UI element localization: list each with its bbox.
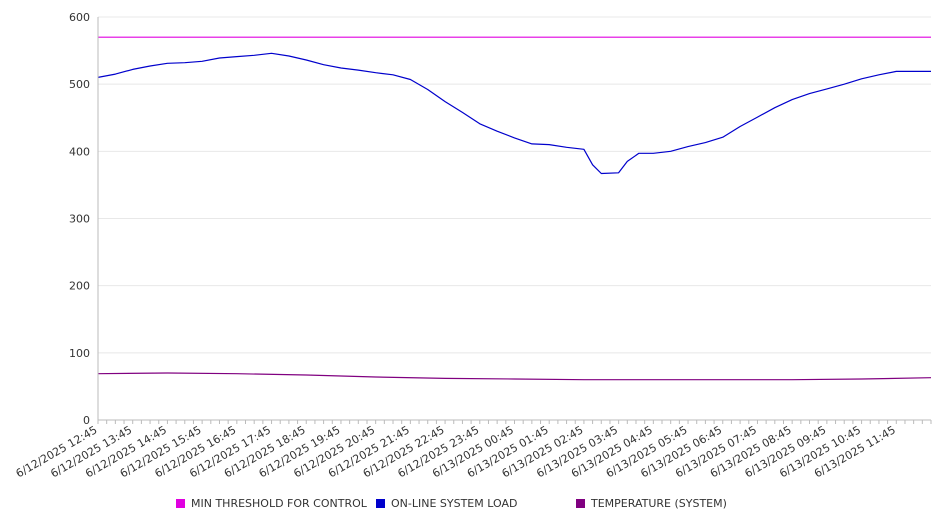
legend-label: MIN THRESHOLD FOR CONTROL	[191, 497, 367, 510]
series-lines	[97, 36, 932, 381]
legend-label: ON-LINE SYSTEM LOAD	[391, 497, 518, 510]
legend-swatch	[376, 499, 385, 508]
y-tick-label: 100	[69, 347, 90, 360]
legend-label: TEMPERATURE (SYSTEM)	[591, 497, 727, 510]
legend-item-min-threshold: MIN THRESHOLD FOR CONTROL	[176, 497, 367, 510]
y-tick-label: 0	[83, 414, 90, 427]
legend-swatch	[176, 499, 185, 508]
y-tick-label: 500	[69, 78, 90, 91]
y-tick-label: 300	[69, 213, 90, 226]
y-axis-ticks: 0 100 200 300 400 500 600	[69, 11, 90, 427]
series-line-temperature-system	[97, 372, 932, 381]
chart-legend: MIN THRESHOLD FOR CONTROL ON-LINE SYSTEM…	[0, 497, 946, 515]
series-line-on-line-system-load	[97, 52, 931, 175]
y-tick-label: 600	[69, 11, 90, 24]
y-tick-label: 400	[69, 145, 90, 158]
x-axis-ticks: 6/12/2025 12:456/12/2025 13:456/12/2025 …	[14, 420, 932, 480]
y-gridlines	[98, 16, 931, 354]
legend-item-system-load: ON-LINE SYSTEM LOAD	[376, 497, 517, 510]
y-tick-label: 200	[69, 280, 90, 293]
legend-item-temperature: TEMPERATURE (SYSTEM)	[576, 497, 727, 510]
legend-swatch	[576, 499, 585, 508]
